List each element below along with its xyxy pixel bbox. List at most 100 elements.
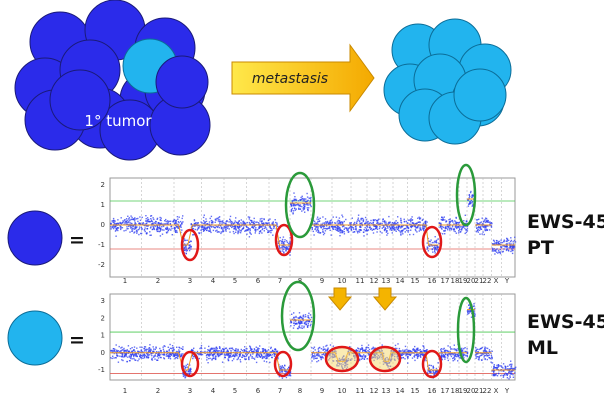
probe-point bbox=[313, 348, 314, 349]
probe-point bbox=[136, 227, 137, 228]
probe-point bbox=[325, 345, 326, 346]
probe-point bbox=[300, 199, 301, 200]
probe-point bbox=[180, 227, 181, 228]
probe-point bbox=[326, 223, 327, 224]
probe-point bbox=[211, 348, 212, 349]
probe-point bbox=[234, 354, 235, 355]
probe-point bbox=[262, 357, 263, 358]
probe-point bbox=[384, 222, 385, 223]
probe-point bbox=[116, 350, 117, 351]
probe-point bbox=[200, 230, 201, 231]
probe-point bbox=[363, 232, 364, 233]
probe-point bbox=[506, 243, 507, 244]
tissue-name: ML bbox=[527, 337, 558, 359]
probe-point bbox=[215, 359, 216, 360]
probe-point bbox=[293, 192, 294, 193]
probe-point bbox=[363, 354, 364, 355]
probe-point bbox=[493, 366, 494, 367]
probe-point bbox=[282, 246, 283, 247]
probe-point bbox=[448, 226, 449, 227]
probe-point bbox=[389, 227, 390, 228]
probe-point bbox=[491, 226, 492, 227]
probe-point bbox=[247, 227, 248, 228]
probe-point bbox=[261, 232, 262, 233]
probe-point bbox=[182, 215, 183, 216]
probe-point bbox=[373, 347, 374, 348]
probe-point bbox=[293, 312, 294, 313]
probe-point bbox=[130, 348, 131, 349]
probe-point bbox=[300, 197, 301, 198]
probe-point bbox=[394, 227, 395, 228]
probe-point bbox=[435, 247, 436, 248]
probe-point bbox=[448, 351, 449, 352]
probe-point bbox=[433, 247, 434, 248]
probe-point bbox=[296, 323, 297, 324]
probe-point bbox=[450, 351, 451, 352]
probe-point bbox=[182, 218, 183, 219]
probe-point bbox=[457, 360, 458, 361]
probe-point bbox=[176, 230, 177, 231]
probe-point bbox=[402, 233, 403, 234]
probe-point bbox=[510, 377, 511, 378]
probe-point bbox=[308, 313, 309, 314]
probe-point bbox=[261, 218, 262, 219]
probe-point bbox=[135, 354, 136, 355]
probe-point bbox=[227, 226, 228, 227]
probe-point bbox=[338, 227, 339, 228]
probe-point bbox=[341, 221, 342, 222]
probe-point bbox=[239, 229, 240, 230]
probe-point bbox=[187, 240, 188, 241]
chromosome-label: 17 bbox=[441, 387, 450, 395]
probe-point bbox=[136, 355, 137, 356]
chromosome-label: X bbox=[494, 277, 499, 285]
probe-point bbox=[304, 323, 305, 324]
probe-point bbox=[503, 363, 504, 364]
probe-point bbox=[221, 227, 222, 228]
probe-point bbox=[458, 355, 459, 356]
probe-point bbox=[263, 351, 264, 352]
probe-point bbox=[410, 230, 411, 231]
probe-point bbox=[434, 373, 435, 374]
probe-point bbox=[319, 221, 320, 222]
probe-point bbox=[317, 355, 318, 356]
probe-point bbox=[128, 218, 129, 219]
probe-point bbox=[156, 229, 157, 230]
probe-point bbox=[291, 210, 292, 211]
probe-point bbox=[513, 246, 514, 247]
probe-point bbox=[360, 229, 361, 230]
probe-point bbox=[271, 229, 272, 230]
probe-point bbox=[249, 222, 250, 223]
probe-point bbox=[236, 354, 237, 355]
probe-point bbox=[298, 200, 299, 201]
probe-point bbox=[153, 348, 154, 349]
probe-point bbox=[131, 231, 132, 232]
probe-point bbox=[494, 364, 495, 365]
probe-point bbox=[370, 226, 371, 227]
probe-point bbox=[145, 215, 146, 216]
probe-point bbox=[314, 221, 315, 222]
probe-point bbox=[379, 228, 380, 229]
probe-point bbox=[359, 351, 360, 352]
probe-point bbox=[327, 348, 328, 349]
probe-point bbox=[423, 347, 424, 348]
probe-point bbox=[230, 356, 231, 357]
probe-point bbox=[247, 230, 248, 231]
probe-point bbox=[201, 232, 202, 233]
probe-point bbox=[392, 226, 393, 227]
probe-point bbox=[172, 234, 173, 235]
probe-point bbox=[181, 348, 182, 349]
probe-point bbox=[283, 236, 284, 237]
probe-point bbox=[172, 351, 173, 352]
probe-point bbox=[166, 221, 167, 222]
probe-point bbox=[146, 223, 147, 224]
probe-point bbox=[328, 223, 329, 224]
probe-point bbox=[455, 354, 456, 355]
probe-point bbox=[484, 348, 485, 349]
metastasis-cells bbox=[384, 19, 511, 144]
probe-point bbox=[310, 324, 311, 325]
probe-point bbox=[330, 344, 331, 345]
probe-point bbox=[186, 249, 187, 250]
probe-point bbox=[324, 233, 325, 234]
probe-point bbox=[511, 364, 512, 365]
probe-point bbox=[293, 200, 294, 201]
